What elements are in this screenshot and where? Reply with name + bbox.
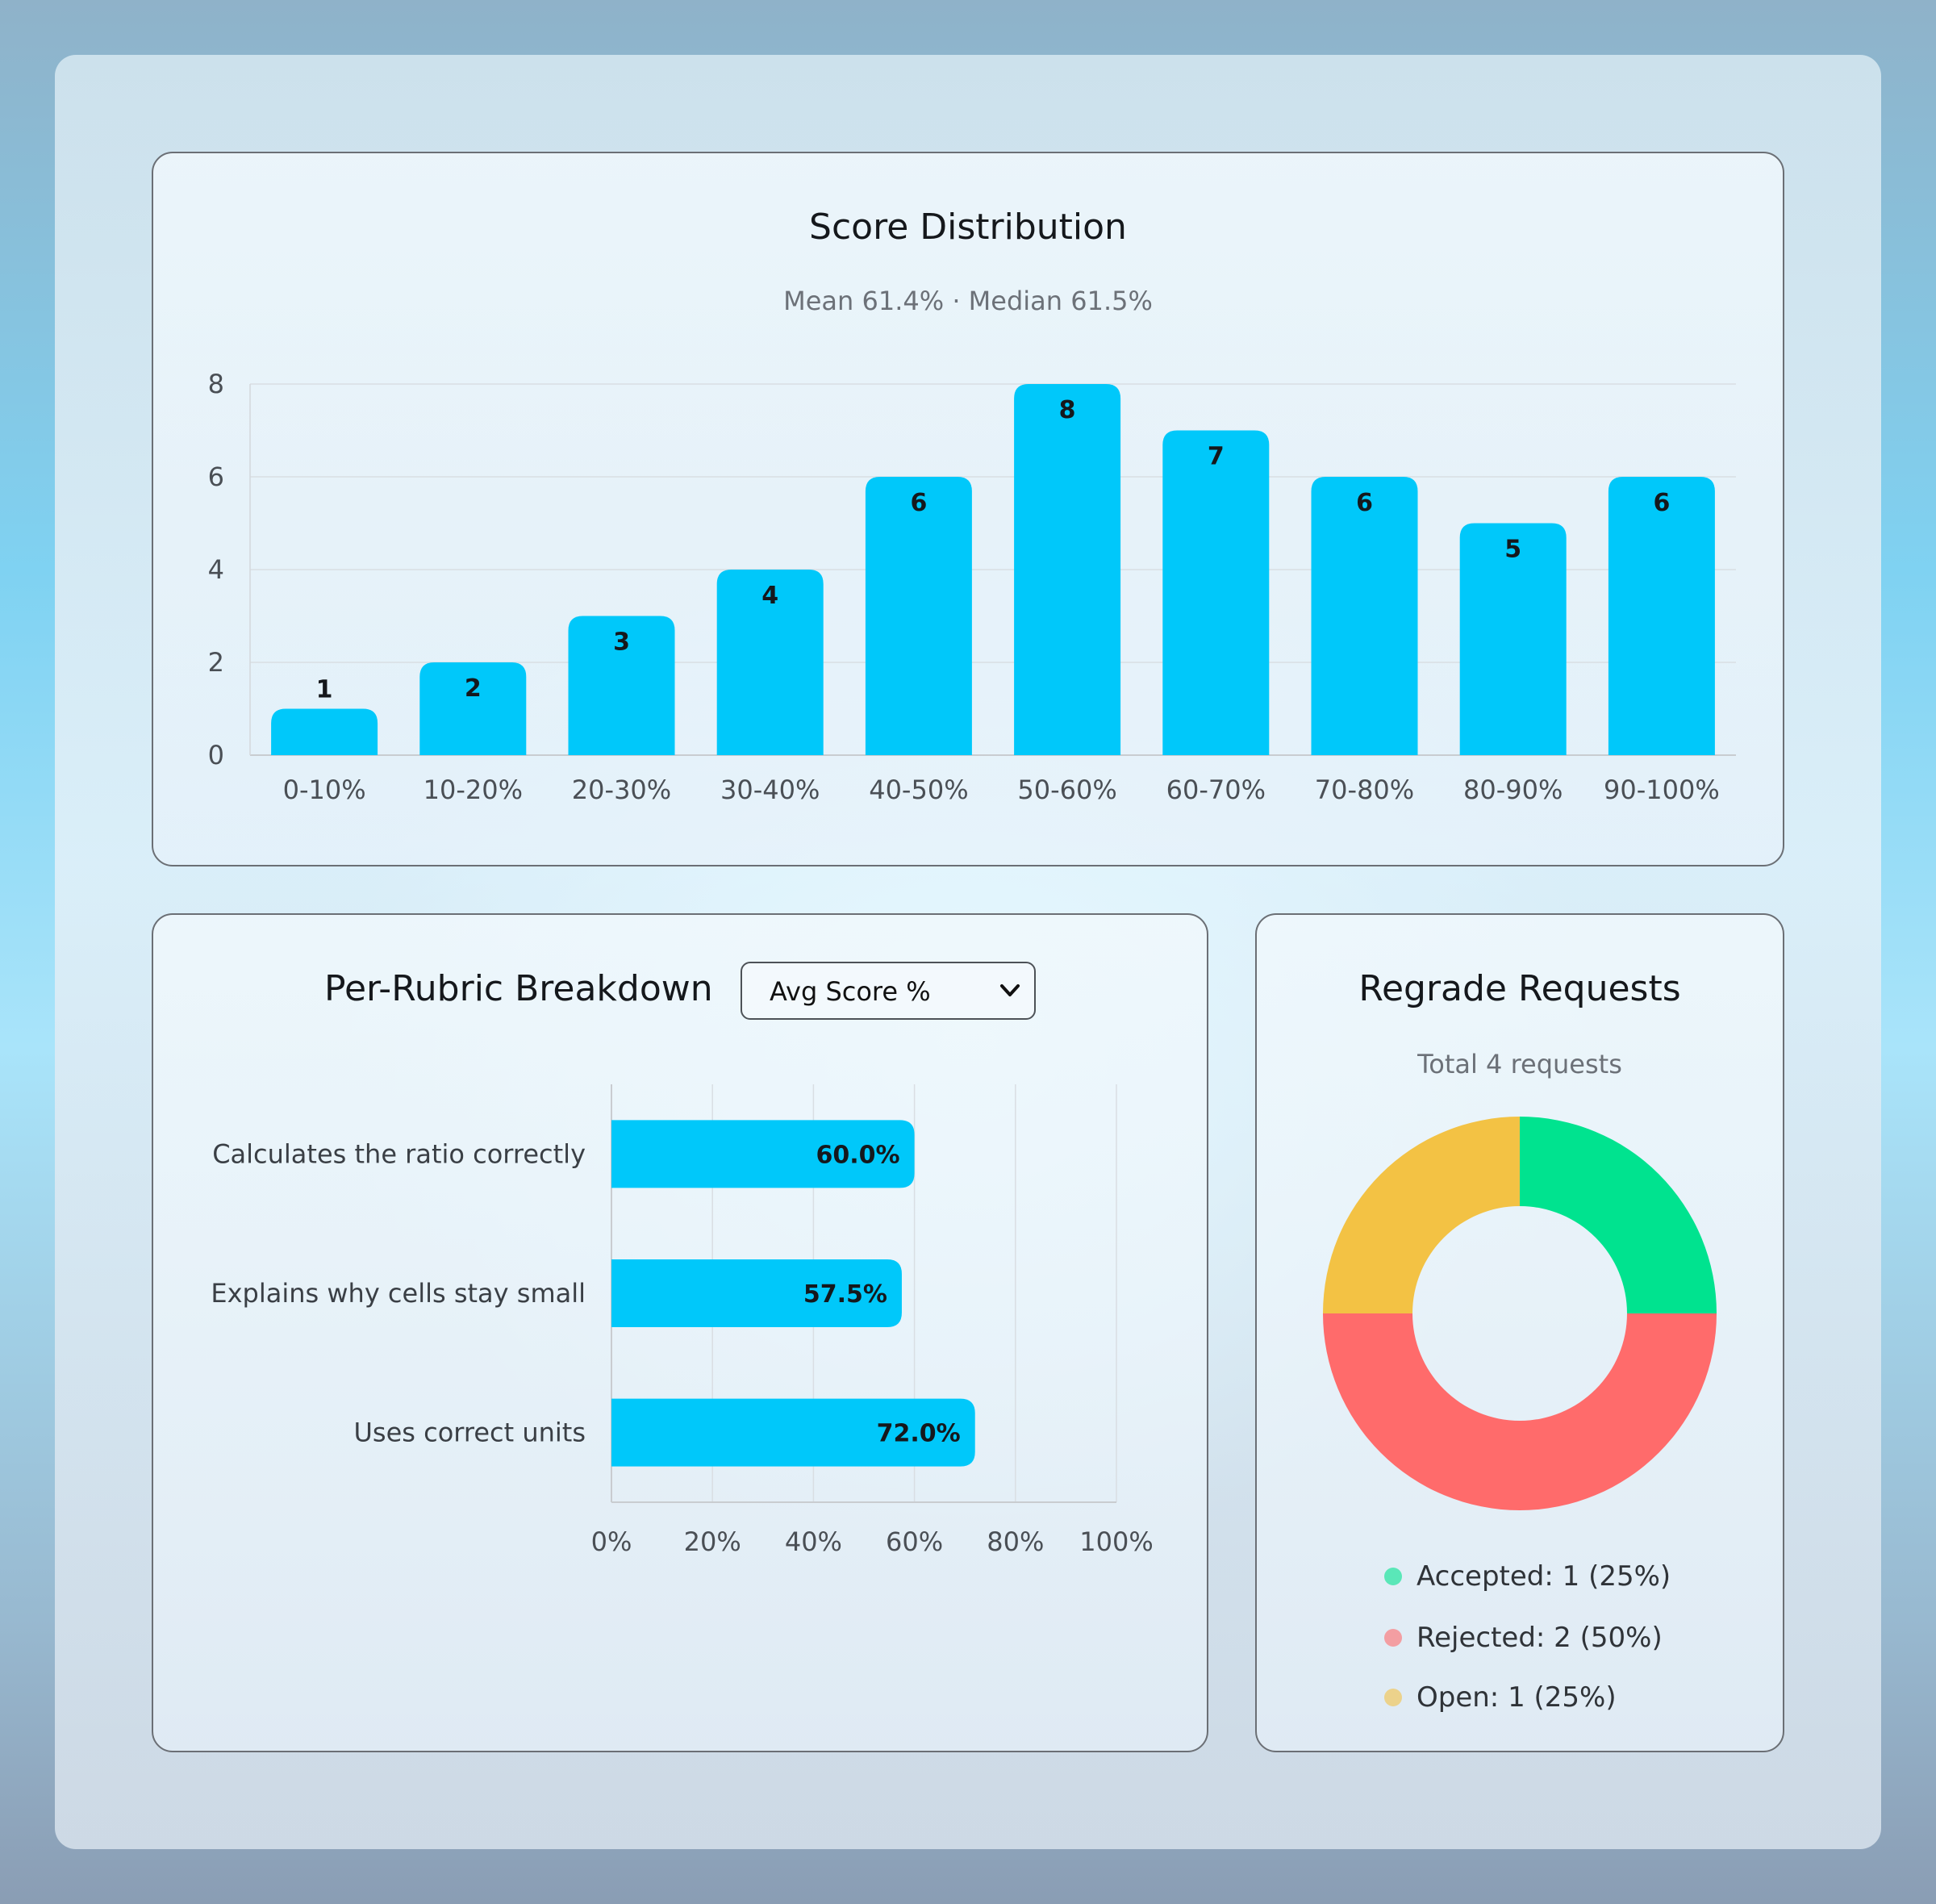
regrade-requests-subtitle: Total 4 requests	[1417, 1049, 1622, 1079]
x-tick-label: 30-40%	[720, 775, 820, 805]
rubric-bar	[611, 1120, 915, 1188]
score-distribution-title: Score Distribution	[809, 207, 1127, 248]
y-tick-label: 4	[208, 554, 224, 585]
donut-slice-open	[1323, 1117, 1520, 1313]
bar-value-label: 6	[910, 489, 927, 517]
legend-label-open: Open: 1 (25%)	[1417, 1681, 1617, 1714]
metric-select[interactable]: Avg Score %	[741, 962, 1036, 1020]
x-tick-label: 50-60%	[1017, 775, 1116, 805]
x-tick-label: 70-80%	[1315, 775, 1414, 805]
legend-label-accepted: Accepted: 1 (25%)	[1417, 1560, 1671, 1593]
rubric-category-label: Calculates the ratio correctly	[212, 1138, 586, 1169]
legend-item-open: Open: 1 (25%)	[1384, 1681, 1617, 1722]
bar-value-label: 3	[613, 628, 630, 657]
y-tick-label: 8	[208, 369, 224, 399]
x-tick-label: 20%	[684, 1526, 741, 1557]
legend-dot-accepted	[1384, 1567, 1402, 1585]
distribution-bar	[1459, 523, 1567, 755]
legend-label-rejected: Rejected: 2 (50%)	[1417, 1622, 1663, 1654]
rubric-bar	[611, 1398, 975, 1467]
x-tick-label: 80%	[987, 1526, 1044, 1557]
x-tick-label: 90-100%	[1604, 775, 1720, 805]
donut-slice-rejected	[1323, 1313, 1717, 1510]
x-tick-label: 40%	[785, 1526, 842, 1557]
chevron-down-icon	[1000, 984, 1020, 996]
per-rubric-card: Per-Rubric Breakdown Avg Score % 0% 20% 40…	[152, 913, 1208, 1752]
y-tick-label: 6	[208, 461, 224, 492]
bar-value-label: 6	[1356, 489, 1373, 517]
distribution-bar	[1162, 430, 1270, 755]
bar-value-label: 4	[761, 582, 778, 610]
legend-item-rejected: Rejected: 2 (50%)	[1384, 1622, 1663, 1662]
distribution-bar	[419, 662, 527, 755]
distribution-bar	[271, 708, 378, 755]
rubric-category-label: Explains why cells stay small	[211, 1278, 586, 1309]
bar-value-label: 2	[465, 674, 482, 703]
bar-value-label: 5	[1504, 536, 1521, 564]
distribution-bar	[865, 477, 972, 755]
bar-value-label: 1	[316, 676, 333, 704]
metric-select-value: Avg Score %	[770, 976, 931, 1007]
per-rubric-chart: 0% 20% 40% 60% 80% 100% 60.0% Calculates the ra…	[211, 1084, 1154, 1557]
distribution-bar	[1014, 384, 1121, 755]
x-tick-label: 20-30%	[572, 775, 671, 805]
y-tick-label: 2	[208, 647, 224, 678]
y-tick-label: 0	[208, 740, 224, 770]
x-tick-label: 60%	[886, 1526, 943, 1557]
distribution-bar	[568, 616, 675, 755]
donut-slice-accepted	[1520, 1117, 1717, 1313]
legend-dot-open	[1384, 1688, 1402, 1706]
bar-value-label: 6	[1653, 489, 1670, 517]
score-distribution-subtitle: Mean 61.4% · Median 61.5%	[783, 286, 1153, 316]
rubric-category-label: Uses correct units	[353, 1418, 586, 1448]
distribution-bar	[716, 570, 824, 755]
rubric-bar	[611, 1259, 902, 1327]
bar-value-label: 7	[1208, 443, 1225, 471]
x-tick-label: 10-20%	[424, 775, 523, 805]
bar-value-label: 60.0%	[816, 1141, 900, 1169]
bar-value-label: 57.5%	[803, 1280, 887, 1309]
legend-item-accepted: Accepted: 1 (25%)	[1384, 1560, 1671, 1601]
x-tick-label: 60-70%	[1166, 775, 1266, 805]
bar-value-label: 8	[1059, 396, 1076, 424]
distribution-bar	[1608, 477, 1715, 755]
regrade-requests-title: Regrade Requests	[1358, 968, 1681, 1009]
bar-value-label: 72.0%	[877, 1420, 961, 1448]
distribution-bar	[1311, 477, 1418, 755]
per-rubric-title: Per-Rubric Breakdown	[324, 968, 713, 1009]
score-distribution-chart: 0 2 4 6 8 1 0-10% 2 10-20% 3 20-30% 4 30-40% 6 40-50% 8…	[208, 369, 1736, 805]
regrade-requests-card: Regrade Requests Total 4 requests Accept…	[1255, 913, 1784, 1752]
regrade-donut-chart	[1323, 1117, 1717, 1510]
x-tick-label: 80-90%	[1463, 775, 1563, 805]
x-tick-label: 0%	[591, 1526, 632, 1557]
legend-dot-rejected	[1384, 1628, 1402, 1647]
x-tick-label: 0-10%	[283, 775, 366, 805]
x-tick-label: 40-50%	[869, 775, 968, 805]
score-distribution-card: Score Distribution Mean 61.4% · Median 6…	[152, 152, 1784, 866]
x-tick-label: 100%	[1079, 1526, 1153, 1557]
